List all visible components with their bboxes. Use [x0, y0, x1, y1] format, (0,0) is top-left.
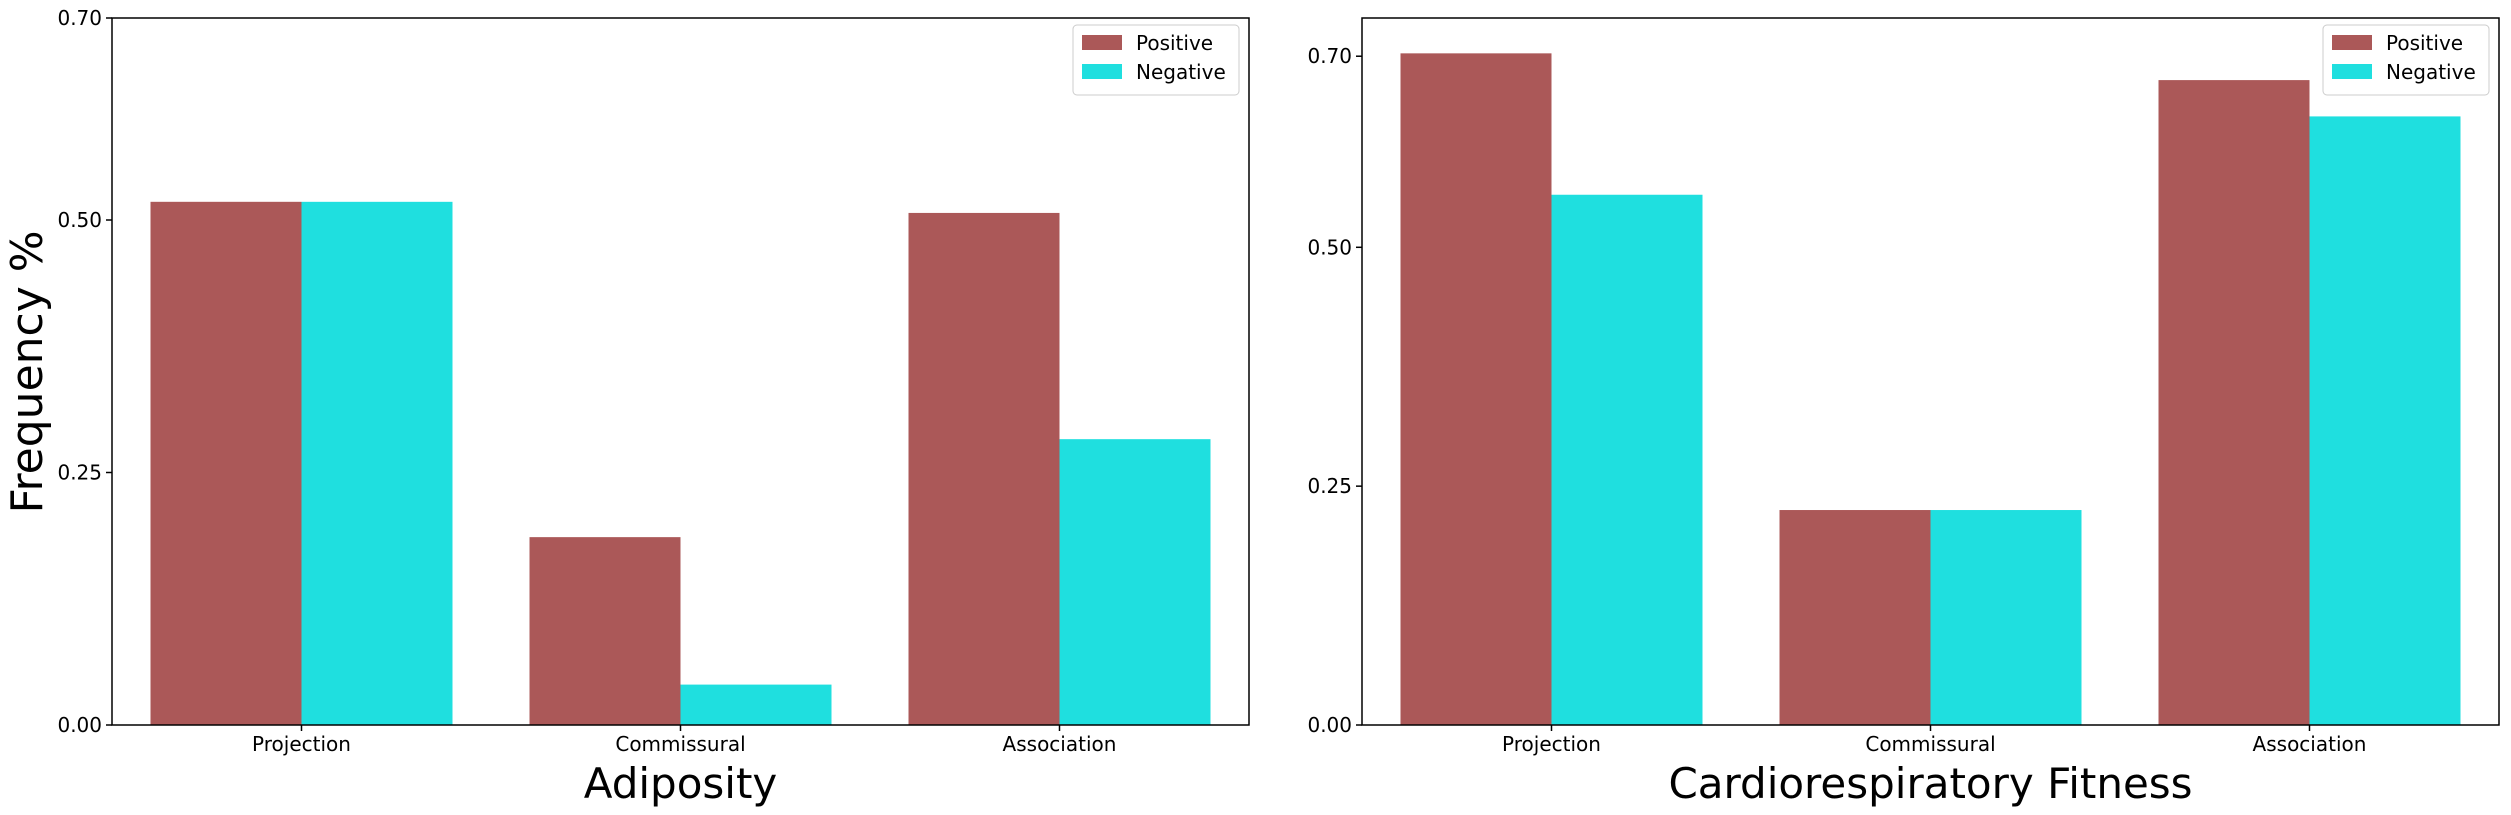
legend-label-positive: Positive — [1136, 31, 1213, 55]
y-tick-label: 0.50 — [1307, 235, 1352, 259]
bar-positive-commissural — [1779, 510, 1931, 725]
bar-positive-projection — [150, 201, 302, 725]
bar-negative-commissural — [680, 684, 832, 725]
plot-frame — [1361, 17, 2500, 726]
bar-negative-association — [1059, 439, 1211, 725]
bar-positive-projection — [1400, 53, 1552, 726]
x-axis-label: Cardiorespiratory Fitness — [1668, 759, 2192, 808]
legend-swatch-negative — [1082, 64, 1122, 79]
x-tick-label: Projection — [1502, 732, 1601, 756]
legend-label-negative: Negative — [1136, 60, 1226, 84]
bar-negative-commissural — [1930, 510, 2082, 725]
y-tick-label: 0.25 — [1307, 474, 1352, 498]
plot-frame — [111, 17, 1250, 726]
y-tick-label: 0.25 — [57, 461, 102, 485]
bar-negative-projection — [1551, 194, 1703, 725]
legend: Positive Negative — [1072, 24, 1240, 96]
y-tick-label: 0.70 — [1307, 44, 1352, 68]
y-tick-label: 0.00 — [1307, 713, 1352, 737]
bar-negative-association — [2309, 116, 2461, 726]
x-tick-label: Association — [1003, 732, 1117, 756]
x-tick-label: Association — [2253, 732, 2367, 756]
y-tick-label: 0.70 — [57, 6, 102, 30]
bar-positive-association — [908, 212, 1060, 725]
y-axis-label: Frequency % — [2, 230, 53, 513]
chart-panel-1: Projection Commissural Association 0.00 0.25… — [57, 6, 1250, 808]
legend-label-negative: Negative — [2386, 60, 2476, 84]
bar-positive-association — [2158, 80, 2310, 726]
x-tick-label: Commissural — [615, 732, 745, 756]
bar-positive-commissural — [529, 537, 681, 725]
legend-swatch-positive — [1082, 35, 1122, 50]
legend-swatch-negative — [2332, 64, 2372, 79]
x-tick-label: Projection — [252, 732, 351, 756]
chart-panel-2: Projection Commissural Association 0.00 0.25… — [1307, 17, 2500, 808]
x-axis-label: Adiposity — [584, 759, 778, 808]
y-tick-label: 0.00 — [57, 713, 102, 737]
legend-swatch-positive — [2332, 35, 2372, 50]
y-tick-label: 0.50 — [57, 208, 102, 232]
x-tick-label: Commissural — [1865, 732, 1995, 756]
legend: Positive Negative — [2322, 24, 2490, 96]
bar-negative-projection — [301, 201, 453, 725]
legend-label-positive: Positive — [2386, 31, 2463, 55]
